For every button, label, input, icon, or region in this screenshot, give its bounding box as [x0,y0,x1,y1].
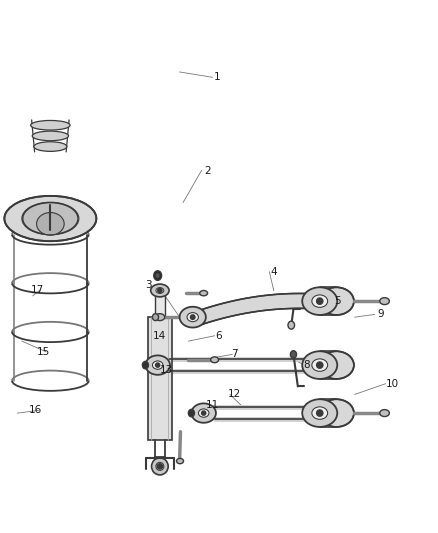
Ellipse shape [319,399,354,427]
Text: 16: 16 [28,406,42,415]
Ellipse shape [198,409,209,417]
Ellipse shape [34,142,67,151]
Ellipse shape [319,351,354,379]
Text: 17: 17 [31,286,44,295]
Ellipse shape [31,120,70,130]
Circle shape [317,410,323,416]
Ellipse shape [151,284,169,297]
Ellipse shape [302,351,337,379]
Ellipse shape [380,297,389,304]
Bar [148,317,172,440]
Ellipse shape [155,313,165,320]
Ellipse shape [312,295,328,308]
Ellipse shape [142,361,148,369]
Circle shape [155,363,160,367]
Ellipse shape [145,356,170,375]
Ellipse shape [177,458,184,464]
Text: 2: 2 [205,166,212,175]
Ellipse shape [211,357,219,363]
Ellipse shape [152,313,159,320]
Circle shape [157,464,162,469]
Ellipse shape [32,131,68,141]
Ellipse shape [154,271,162,280]
Bar [155,290,165,317]
Circle shape [201,411,206,415]
Text: 15: 15 [37,347,50,357]
Ellipse shape [180,307,206,327]
Text: 1: 1 [213,72,220,82]
Ellipse shape [4,196,96,241]
Ellipse shape [187,313,198,321]
Text: 9: 9 [378,310,385,319]
Text: 6: 6 [215,331,223,341]
Ellipse shape [380,409,389,417]
Ellipse shape [188,409,194,417]
Ellipse shape [302,287,337,315]
Circle shape [158,288,162,293]
Text: 11: 11 [206,400,219,410]
Circle shape [317,362,323,368]
Ellipse shape [155,273,160,278]
Text: 12: 12 [228,390,241,399]
Polygon shape [201,294,311,325]
Text: 14: 14 [153,331,166,341]
Ellipse shape [312,407,328,419]
Text: 5: 5 [334,296,341,306]
Ellipse shape [156,462,164,471]
Ellipse shape [288,321,295,329]
Text: 8: 8 [303,360,310,370]
Ellipse shape [37,213,64,235]
Ellipse shape [152,458,168,475]
Circle shape [191,315,195,319]
Ellipse shape [23,203,78,235]
Ellipse shape [200,290,208,296]
Text: 13: 13 [160,366,173,375]
Ellipse shape [319,287,354,315]
Ellipse shape [290,351,297,358]
Ellipse shape [302,399,337,427]
Ellipse shape [312,359,328,372]
Text: 3: 3 [145,280,152,290]
Ellipse shape [191,403,216,423]
Ellipse shape [152,361,163,369]
Text: 4: 4 [270,267,277,277]
Circle shape [317,298,323,304]
Text: 10: 10 [385,379,399,389]
Ellipse shape [156,288,164,293]
Text: 7: 7 [231,350,238,359]
